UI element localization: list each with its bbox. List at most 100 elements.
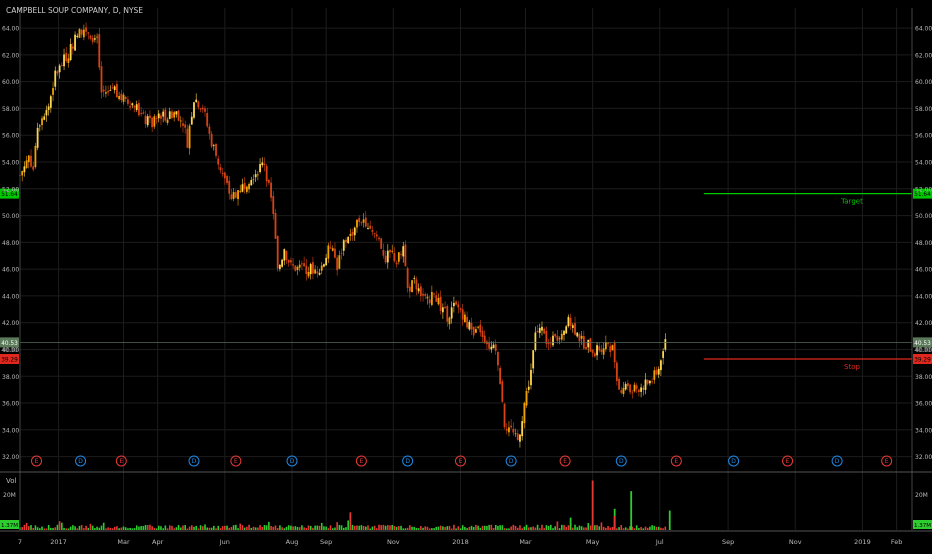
candle-body — [501, 381, 504, 402]
x-tick-label: Apr — [152, 538, 164, 546]
candle-body — [58, 65, 61, 73]
volume-bar — [373, 525, 376, 530]
candle-body — [177, 110, 180, 121]
volume-current-tag-right — [913, 520, 932, 529]
candle-body — [38, 125, 41, 127]
candle-body — [215, 143, 217, 156]
volume-bar — [246, 526, 248, 530]
y-tick-label-right: 42.00 — [915, 320, 932, 327]
candle-body — [556, 335, 559, 341]
volume-bar — [208, 527, 211, 530]
volume-bar — [276, 528, 279, 530]
candle-body — [563, 330, 565, 335]
volume-bar — [144, 524, 147, 530]
candle-body — [609, 346, 612, 352]
volume-bar — [252, 526, 255, 530]
volume-bar — [384, 525, 387, 530]
volume-bar — [510, 526, 512, 530]
volume-bar — [184, 525, 186, 530]
volume-bar — [39, 528, 41, 530]
candle-body — [208, 126, 211, 134]
candle-body — [492, 344, 495, 349]
candle-body — [413, 278, 416, 279]
candle-body — [523, 402, 526, 424]
candle-body — [340, 252, 343, 254]
volume-bar — [340, 525, 343, 530]
volume-bar — [279, 525, 281, 530]
candle-body — [327, 245, 330, 259]
candle-body — [424, 294, 427, 296]
y-tick-label-left: 36.00 — [2, 401, 19, 408]
stop-price-tag-left-text: 39.29 — [1, 357, 18, 363]
candle-body — [519, 434, 521, 442]
candle-body — [49, 96, 52, 108]
candle-body — [589, 338, 592, 352]
y-tick-label-right: 64.00 — [915, 26, 932, 33]
candle-body — [318, 272, 321, 275]
earnings-marker — [670, 455, 682, 467]
volume-bar — [574, 524, 576, 530]
volume-bar — [442, 526, 444, 530]
event-marker-letter: E — [234, 458, 238, 465]
candle-body — [415, 279, 418, 290]
volume-bar — [272, 526, 275, 530]
candle-body — [124, 96, 127, 99]
volume-bar — [298, 527, 301, 530]
candle-body — [100, 66, 103, 93]
event-marker-letter: E — [359, 458, 363, 465]
volume-bar — [228, 527, 231, 530]
event-marker-letter: D — [405, 458, 410, 465]
candle-body — [199, 108, 202, 110]
candle-body — [232, 191, 235, 199]
volume-bar — [380, 525, 383, 530]
volume-bar — [301, 525, 303, 530]
x-tick-label: Jun — [219, 538, 230, 546]
candle-body — [353, 227, 356, 236]
volume-bar — [646, 527, 649, 530]
volume-bar — [411, 526, 413, 530]
candle-body — [629, 384, 631, 393]
volume-bar — [257, 527, 259, 530]
candle-body — [490, 346, 493, 350]
candle-body — [201, 107, 204, 110]
x-tick-label: Mar — [519, 538, 532, 546]
candle-body — [611, 345, 614, 351]
target-price-tag-left-text: 51.64 — [1, 192, 18, 198]
candle-body — [228, 180, 231, 194]
volume-bar — [611, 526, 614, 530]
volume-spike-bar — [349, 512, 352, 530]
volume-bar — [457, 526, 460, 530]
candle-body — [243, 182, 246, 190]
volume-bar — [303, 527, 305, 530]
volume-bar — [450, 528, 453, 530]
volume-bar — [94, 528, 96, 530]
volume-bar — [409, 525, 411, 530]
volume-bar — [475, 524, 477, 530]
volume-bar — [501, 525, 504, 530]
candle-body — [276, 236, 279, 269]
candle-body — [472, 326, 475, 336]
y-tick-label-right: 52.00 — [915, 186, 932, 193]
volume-spike-bar — [591, 480, 594, 530]
volume-bar — [367, 525, 369, 530]
candle-body — [56, 71, 59, 74]
volume-label: Vol — [6, 477, 17, 485]
candle-body — [574, 323, 576, 335]
volume-bar — [607, 526, 609, 530]
volume-bar — [312, 527, 314, 530]
candle-body — [622, 387, 625, 395]
volume-bar — [345, 527, 347, 530]
candle-body — [426, 296, 429, 299]
volume-bar — [21, 527, 24, 530]
candle-body — [360, 222, 363, 224]
candle-body — [547, 342, 550, 344]
volume-bar — [605, 527, 607, 530]
candle-body — [89, 35, 92, 39]
volume-bar — [76, 528, 79, 530]
volume-bar — [455, 528, 457, 530]
candle-body — [272, 196, 275, 215]
candle-body — [433, 293, 435, 295]
candle-body — [367, 228, 369, 230]
